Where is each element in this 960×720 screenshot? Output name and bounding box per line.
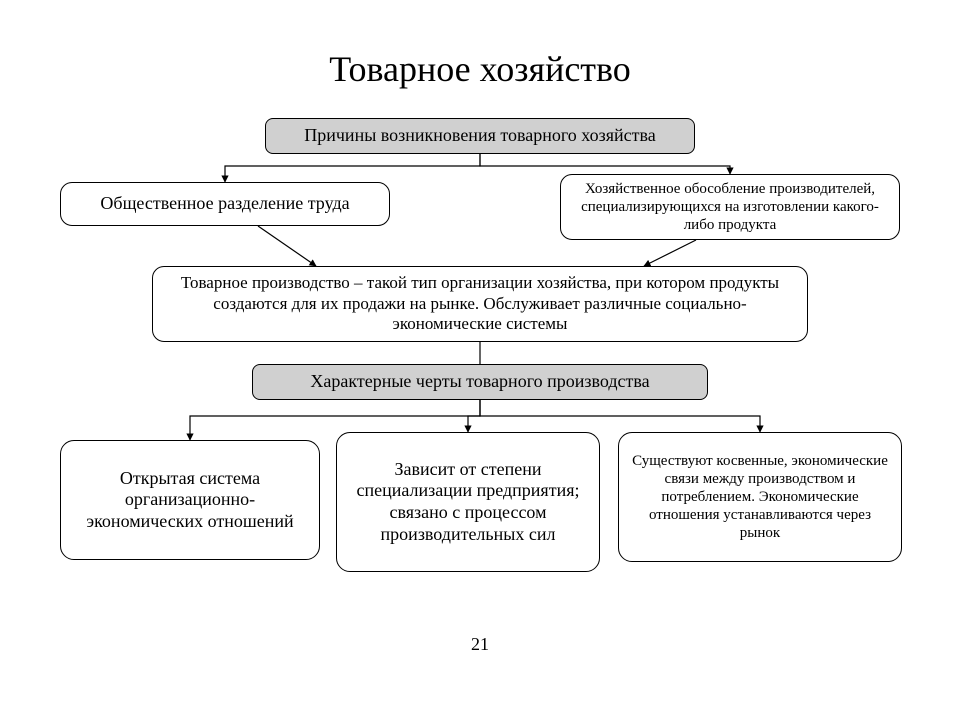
connectors-layer — [0, 0, 960, 720]
node-features: Характерные черты товарного производства — [252, 364, 708, 400]
node-definition: Товарное производство – такой тип органи… — [152, 266, 808, 342]
node-cause_left: Общественное разделение труда — [60, 182, 390, 226]
node-feat2: Зависит от степени специализации предпри… — [336, 432, 600, 572]
diagram-canvas: Товарное хозяйство Причины возникновения… — [0, 0, 960, 720]
node-feat1: Открытая система организационно-экономич… — [60, 440, 320, 560]
page-number: 21 — [0, 634, 960, 655]
diagram-title: Товарное хозяйство — [0, 48, 960, 90]
node-feat3: Существуют косвенные, экономические связ… — [618, 432, 902, 562]
node-cause_right: Хозяйственное обособление производителей… — [560, 174, 900, 240]
node-causes: Причины возникновения товарного хозяйств… — [265, 118, 695, 154]
